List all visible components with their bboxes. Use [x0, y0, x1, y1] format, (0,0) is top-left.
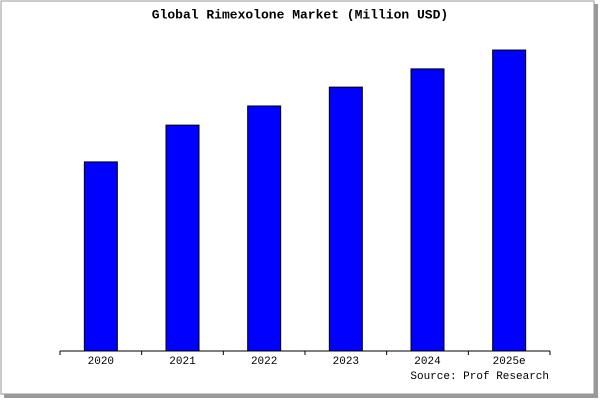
bar — [410, 68, 445, 352]
bar — [492, 49, 527, 352]
x-tick-label: 2020 — [88, 356, 114, 368]
bar — [328, 86, 363, 352]
x-tick-label: 2023 — [333, 356, 359, 368]
x-tick-label: 2022 — [251, 356, 277, 368]
chart-title: Global Rimexolone Market (Million USD) — [152, 7, 448, 22]
x-tick-label: 2021 — [169, 356, 196, 368]
x-tick-label: 2024 — [414, 356, 441, 368]
bar — [247, 105, 282, 352]
bar — [83, 161, 118, 352]
x-tick-label: 2025e — [493, 356, 526, 368]
source-note: Source: Prof Research — [410, 371, 549, 383]
bar — [165, 124, 200, 352]
